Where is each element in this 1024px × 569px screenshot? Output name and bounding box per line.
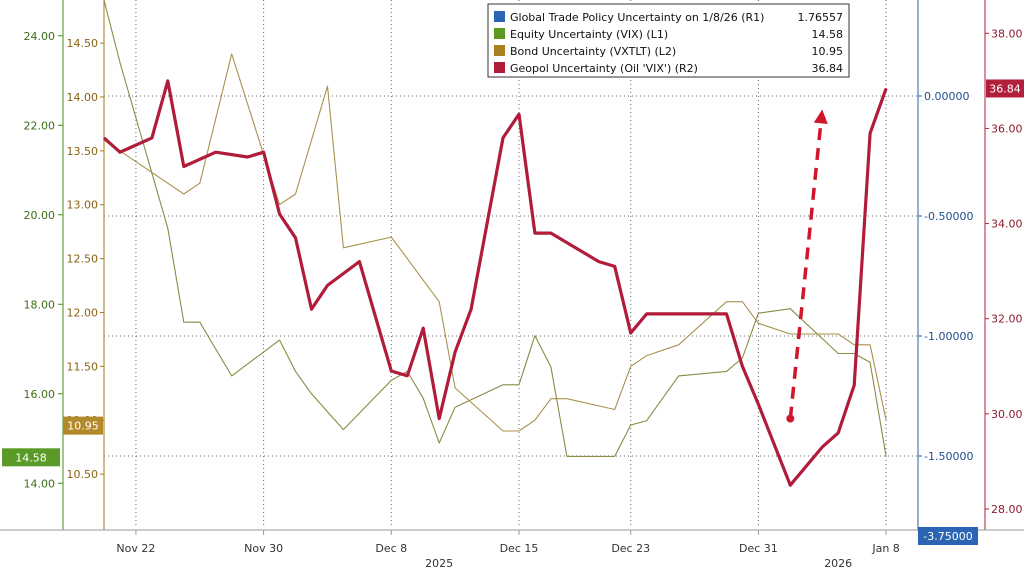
legend-label: Geopol Uncertainty (Oil 'VIX') (R2) xyxy=(510,62,698,75)
right2-value-badge-text: 36.84 xyxy=(989,82,1021,95)
legend-label: Equity Uncertainty (VIX) (L1) xyxy=(510,28,668,41)
right1-tick-label: 0.00000 xyxy=(924,90,970,103)
right2-value-badge-bg xyxy=(986,79,1024,98)
right1-tick-label: -1.00000 xyxy=(924,330,973,343)
x-year-label: 2025 xyxy=(425,557,453,569)
legend-value: 1.76557 xyxy=(798,11,844,24)
left-value-badge-text: 10.95 xyxy=(67,420,99,433)
right1-value-badge: -3.75000 xyxy=(918,527,978,545)
left-tick-label: 13.00 xyxy=(67,199,99,212)
annotations xyxy=(786,109,828,423)
legend-swatch xyxy=(494,28,505,39)
far-left-value-badge-bg xyxy=(2,448,60,467)
legend: Global Trade Policy Uncertainty on 1/8/2… xyxy=(487,3,850,78)
x-tick-label: Dec 15 xyxy=(500,542,539,555)
far-left-tick-label: 16.00 xyxy=(24,388,56,401)
far-left-tick-label: 20.00 xyxy=(24,209,56,222)
left-tick-label: 14.50 xyxy=(67,37,99,50)
legend-swatch xyxy=(494,62,505,73)
far-left-tick-label: 24.00 xyxy=(24,30,56,43)
left-tick-label: 11.50 xyxy=(67,360,99,373)
x-tick-label: Nov 22 xyxy=(116,542,155,555)
legend-entry: Global Trade Policy Uncertainty on 1/8/2… xyxy=(494,11,843,24)
legend-entry: Equity Uncertainty (VIX) (L1) 14.58 xyxy=(494,28,843,41)
gridlines xyxy=(104,0,918,528)
series-line-far_left xyxy=(103,0,887,457)
right2-tick-label: 30.00 xyxy=(991,408,1023,421)
series-lines xyxy=(102,0,888,487)
left-value-badge-bg xyxy=(63,416,103,435)
right2-value-badge: 36.84 xyxy=(986,79,1024,98)
left-tick-label: 13.50 xyxy=(67,145,99,158)
left-tick-label: 12.50 xyxy=(67,253,99,266)
series-line-left xyxy=(103,53,887,432)
series-line-right2 xyxy=(102,79,888,487)
x-tick-label: Dec 23 xyxy=(611,542,650,555)
right1-value-badge-bg xyxy=(918,527,978,545)
legend-value: 10.95 xyxy=(812,45,844,58)
left-value-badge: 10.95 xyxy=(63,416,103,435)
far-left-tick-label: 14.00 xyxy=(24,477,56,490)
far-left-value-badge: 14.58 xyxy=(2,448,60,467)
right2-tick-label: 38.00 xyxy=(991,27,1023,40)
right2-tick-label: 32.00 xyxy=(991,313,1023,326)
x-tick-label: Jan 8 xyxy=(871,542,899,555)
x-tick-label: Dec 31 xyxy=(739,542,778,555)
right2-tick-label: 34.00 xyxy=(991,218,1023,231)
far-left-tick-label: 18.00 xyxy=(24,298,56,311)
right2-tick-label: 36.00 xyxy=(991,122,1023,135)
right2-tick-label: 28.00 xyxy=(991,503,1023,516)
legend-entry: Geopol Uncertainty (Oil 'VIX') (R2) 36.84 xyxy=(494,62,843,75)
x-tick-label: Nov 30 xyxy=(244,542,283,555)
legend-value: 14.58 xyxy=(812,28,844,41)
right1-tick-label: -1.50000 xyxy=(924,450,973,463)
far-left-tick-label: 22.00 xyxy=(24,119,56,132)
x-tick-label: Dec 8 xyxy=(375,542,407,555)
legend-box xyxy=(487,3,850,78)
left-tick-label: 10.50 xyxy=(67,468,99,481)
dashed-arrow-head xyxy=(813,109,828,125)
legend-label: Global Trade Policy Uncertainty on 1/8/2… xyxy=(510,11,764,24)
legend-swatch xyxy=(494,11,505,22)
right1-value-badge-text: -3.75000 xyxy=(923,530,972,543)
x-year-label: 2026 xyxy=(824,557,852,569)
far-left-value-badge-text: 14.58 xyxy=(15,451,47,464)
left-tick-label: 12.00 xyxy=(67,306,99,319)
legend-value: 36.84 xyxy=(812,62,844,75)
dashed-arrow-shaft xyxy=(788,123,823,419)
legend-entry: Bond Uncertainty (VXTLT) (L2) 10.95 xyxy=(494,45,843,58)
legend-swatch xyxy=(494,45,505,56)
legend-label: Bond Uncertainty (VXTLT) (L2) xyxy=(510,45,676,58)
left-tick-label: 14.00 xyxy=(67,91,99,104)
right1-tick-label: -0.50000 xyxy=(924,210,973,223)
